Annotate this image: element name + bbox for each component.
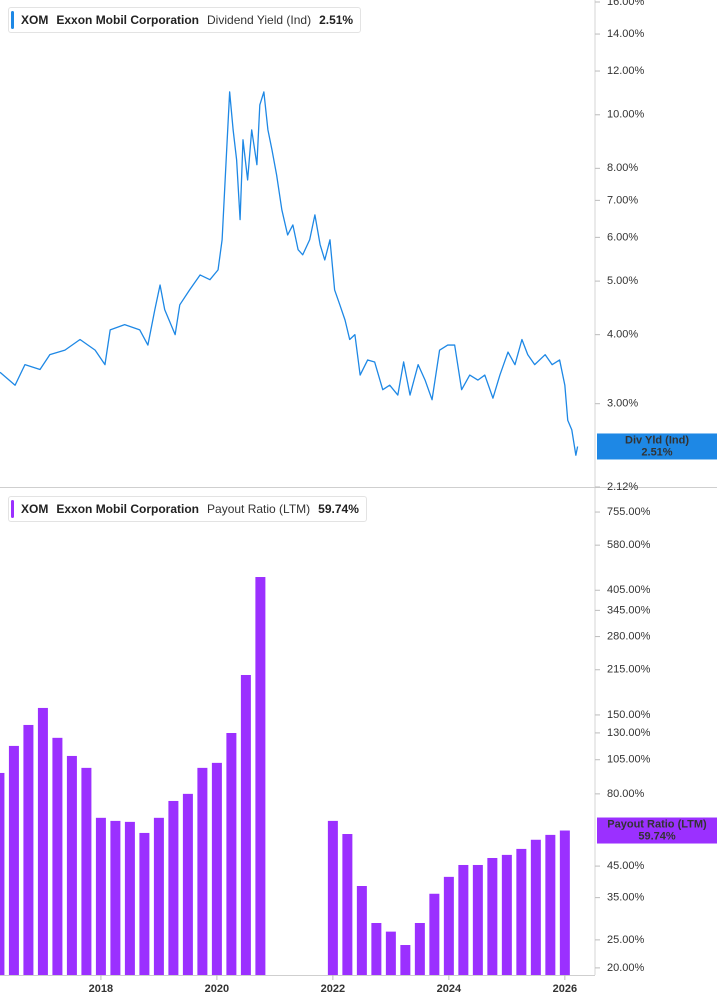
legend-ticker: XOM [21, 13, 49, 27]
bar [429, 893, 440, 975]
y-tick-label: 405.00% [607, 584, 651, 596]
bar [443, 876, 454, 975]
y-tick-label: 16.00% [607, 0, 645, 8]
bar [342, 834, 353, 975]
y-tick-label: 2.12% [607, 481, 638, 493]
legend-swatch [11, 500, 14, 518]
bar [197, 767, 208, 975]
legend-value: 2.51% [319, 13, 354, 27]
bar [255, 577, 266, 975]
y-tick-label: 280.00% [607, 630, 651, 642]
bar [458, 864, 469, 975]
bar [8, 745, 19, 975]
y-tick-label: 105.00% [607, 754, 651, 766]
price-tag-name: Div Yld (Ind) [625, 434, 689, 446]
y-tick-label: 80.00% [607, 788, 645, 800]
bar [0, 772, 5, 975]
bar [545, 834, 556, 975]
legend-series: Payout Ratio (LTM) [207, 502, 311, 516]
price-tag-value: 59.74% [638, 830, 676, 842]
bar [356, 886, 367, 975]
y-tick-label: 3.00% [607, 398, 638, 410]
bar [168, 800, 179, 975]
legend-series: Dividend Yield (Ind) [207, 13, 312, 27]
bar [226, 733, 237, 975]
bar [240, 674, 251, 975]
legend: XOM Exxon Mobil Corporation Dividend Yie… [8, 7, 362, 33]
price-tag-name: Payout Ratio (LTM) [607, 818, 707, 830]
x-tick-label: 2026 [553, 983, 577, 995]
y-tick-label: 215.00% [607, 664, 651, 676]
x-tick-label: 2022 [321, 983, 345, 995]
y-tick-label: 45.00% [607, 860, 645, 872]
legend-ticker: XOM [21, 502, 49, 516]
legend: XOM Exxon Mobil Corporation Payout Ratio… [8, 496, 367, 522]
legend-company: Exxon Mobil Corporation [56, 502, 200, 516]
bar [124, 821, 135, 975]
bar [516, 848, 527, 975]
bar [52, 737, 63, 975]
y-tick-label: 755.00% [607, 506, 651, 518]
y-tick-label: 12.00% [607, 65, 645, 77]
y-tick-label: 35.00% [607, 892, 645, 904]
x-tick-label: 2024 [437, 983, 462, 995]
y-tick-label: 14.00% [607, 28, 645, 40]
price-tag-box [597, 433, 717, 460]
bar [371, 922, 382, 975]
legend-value: 59.74% [318, 502, 359, 516]
y-tick-label: 345.00% [607, 604, 651, 616]
bar [81, 767, 92, 975]
y-tick-label: 6.00% [607, 231, 638, 243]
y-tick-label: 7.00% [607, 194, 638, 206]
y-tick-label: 5.00% [607, 275, 638, 287]
legend-company: Exxon Mobil Corporation [56, 13, 200, 27]
bar [530, 839, 541, 975]
y-tick-label: 150.00% [607, 709, 651, 721]
x-tick-label: 2020 [205, 983, 229, 995]
bar [23, 724, 34, 975]
y-tick-label: 130.00% [607, 727, 651, 739]
bar [153, 817, 164, 975]
x-tick-label: 2018 [89, 983, 113, 995]
price-tag: Div Yld (Ind)2.51% [597, 433, 717, 460]
bar [472, 864, 483, 975]
plot-area [0, 577, 570, 975]
y-tick-label: 8.00% [607, 162, 638, 174]
y-tick-label: 20.00% [607, 962, 645, 974]
y-tick-label: 25.00% [607, 934, 645, 946]
bar [400, 945, 411, 975]
bar [385, 931, 396, 975]
bar [139, 832, 150, 975]
legend-swatch [11, 11, 14, 29]
bar [182, 793, 193, 975]
bar [211, 762, 222, 975]
bar [487, 857, 498, 975]
bar [110, 820, 121, 975]
bar [37, 707, 48, 975]
bar [66, 755, 77, 975]
y-tick-label: 4.00% [607, 329, 638, 341]
price-tag-box [597, 817, 717, 844]
bar [327, 820, 338, 975]
y-tick-label: 580.00% [607, 539, 651, 551]
line [0, 91, 579, 456]
bar [501, 854, 512, 975]
y-tick-label: 10.00% [607, 109, 645, 121]
price-tag: Payout Ratio (LTM)59.74% [597, 817, 717, 844]
bar [95, 817, 106, 975]
bar [414, 922, 425, 975]
bar [559, 830, 570, 975]
plot-area [0, 91, 579, 456]
price-tag-value: 2.51% [641, 446, 672, 458]
